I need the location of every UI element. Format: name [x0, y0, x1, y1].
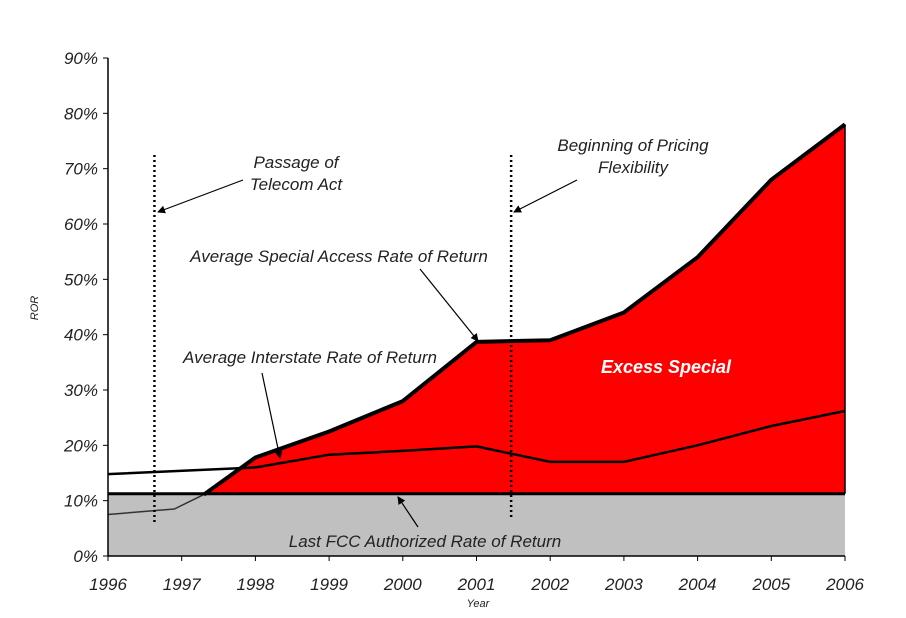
authorized-return-area — [108, 493, 845, 556]
interstate-line — [107, 409, 846, 476]
x-tick-label: 2006 — [825, 575, 864, 594]
chart-ticks: 0% 10% 20% 30% 40% 50% 60% 70% 80% 90% 1996 1997 199… — [63, 49, 864, 594]
telecom-act-label: Passage of — [253, 153, 340, 172]
special-access-label: Average Special Access Rate of Return — [189, 247, 488, 266]
x-tick-label: 2003 — [604, 575, 643, 594]
x-tick-label: 1998 — [236, 575, 274, 594]
special-access-arrow — [419, 268, 479, 342]
y-tick-label: 70% — [64, 160, 98, 179]
fcc-authorized-arrow — [397, 496, 419, 528]
y-tick-label: 90% — [64, 49, 98, 68]
excess-special-label: Excess Special — [601, 357, 732, 377]
interstate-label: Average Interstate Rate of Return — [182, 348, 437, 367]
x-axis-title: Year — [467, 598, 491, 610]
chart-lines — [107, 122, 847, 516]
y-tick-label: 0% — [73, 547, 98, 566]
y-tick-label: 30% — [64, 381, 98, 400]
pricing-flexibility-label: Beginning of Pricing — [557, 136, 709, 155]
x-tick-label: 2001 — [457, 575, 496, 594]
pricing-flexibility-label: Flexibility — [598, 158, 669, 177]
x-tick-label: 1999 — [310, 575, 348, 594]
y-tick-label: 80% — [64, 104, 98, 123]
y-tick-label: 20% — [63, 436, 98, 455]
authorized-return-area-early — [108, 493, 204, 515]
telecom-act-arrow — [157, 179, 244, 214]
chart-areas — [108, 124, 845, 556]
interstate-arrow — [261, 372, 283, 459]
y-tick-label: 60% — [64, 215, 98, 234]
special-access-line-early — [107, 493, 205, 516]
special-access-line — [202, 122, 847, 497]
y-tick-label: 10% — [64, 492, 98, 511]
y-tick-label: 50% — [64, 270, 98, 289]
x-tick-label: 2002 — [530, 575, 569, 594]
y-axis-title: ROR — [29, 296, 41, 321]
x-tick-label: 1996 — [89, 575, 127, 594]
chart-annotations: Passage of Telecom Act Beginning of Pricin… — [153, 136, 732, 551]
x-tick-label: 2004 — [678, 575, 717, 594]
pricing-flexibility-arrow — [513, 179, 578, 213]
fcc-authorized-label: Last FCC Authorized Rate of Return — [289, 532, 561, 551]
x-tick-label: 2000 — [383, 575, 422, 594]
telecom-act-label: Telecom Act — [250, 175, 344, 194]
excess-special-area — [203, 124, 845, 495]
y-tick-label: 40% — [64, 326, 98, 345]
x-tick-label: 1997 — [163, 575, 201, 594]
x-tick-label: 2005 — [751, 575, 790, 594]
